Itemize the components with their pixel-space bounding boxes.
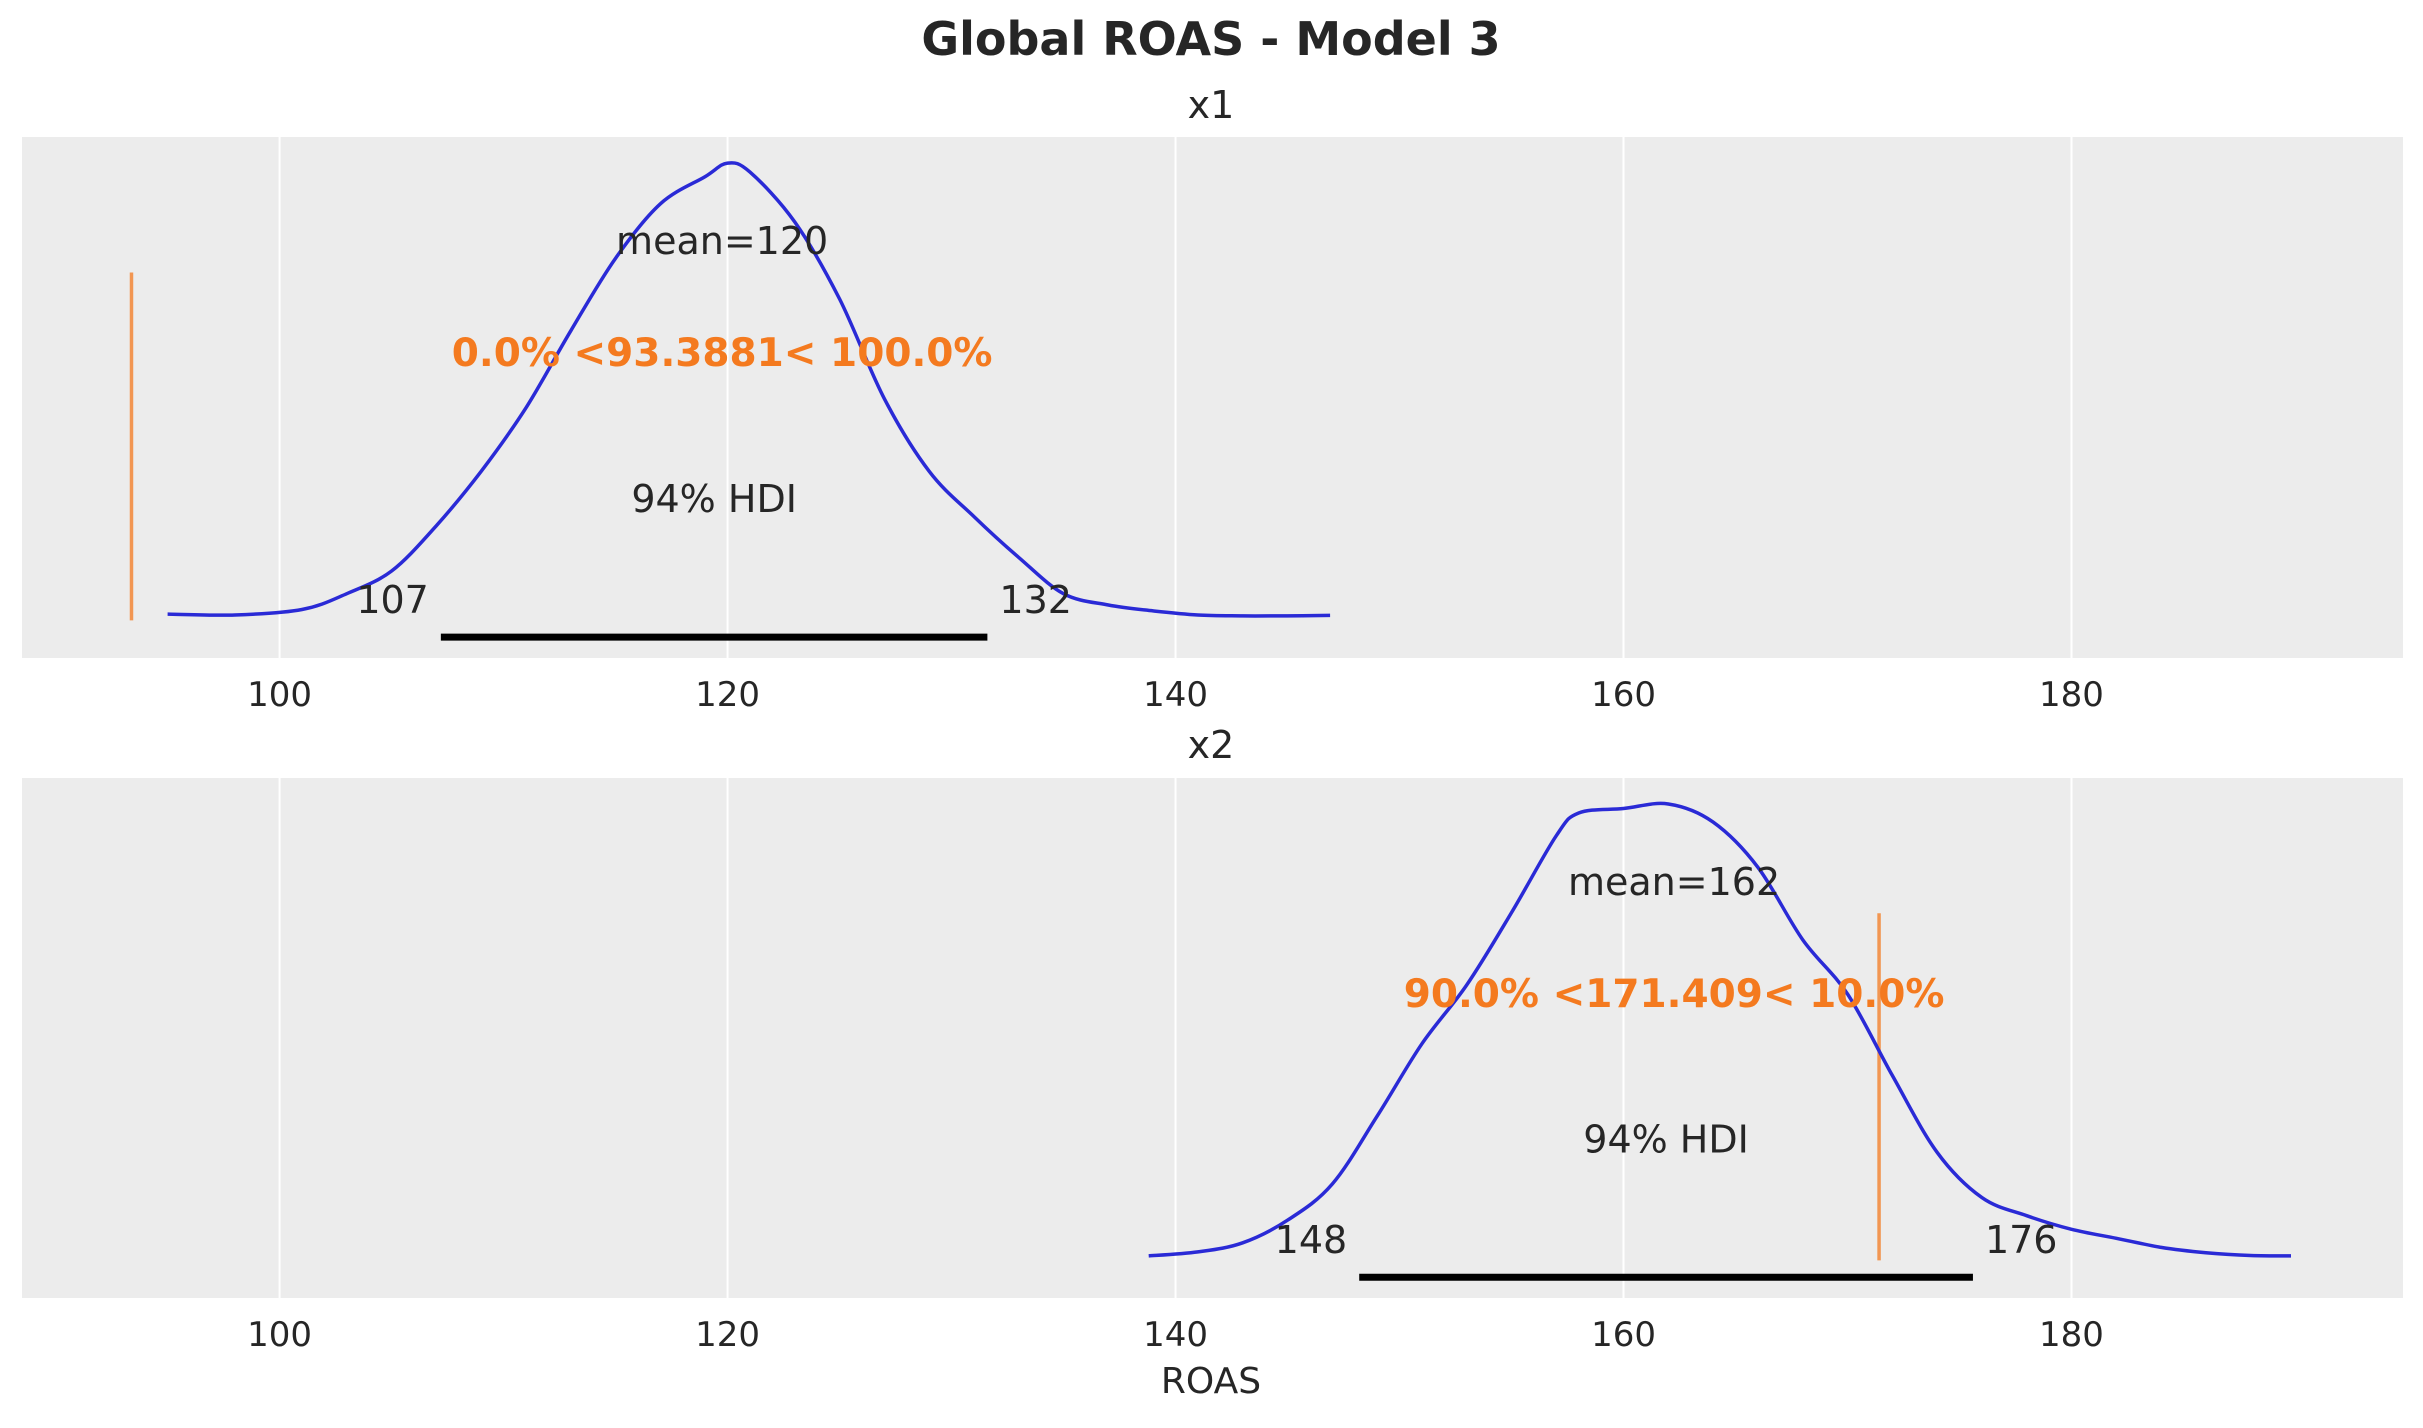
x-tick-label-160: 160 bbox=[1591, 675, 1656, 715]
density-curve-x1 bbox=[167, 161, 1331, 618]
x-tick-label-120: 120 bbox=[695, 1315, 760, 1355]
x-tick-label-140: 140 bbox=[1143, 1315, 1208, 1355]
panel-x2: x2 100 120 140 160 180 148 176 94% HDI 90.0% <17… bbox=[22, 723, 2403, 1355]
x-tick-label-180: 180 bbox=[2039, 1315, 2104, 1355]
x-tick-label-100: 100 bbox=[247, 1315, 312, 1355]
panel-title-x1: x1 bbox=[1188, 83, 1235, 127]
mean-label-x2: mean=162 bbox=[1568, 860, 1780, 904]
figure-title: Global ROAS - Model 3 bbox=[921, 12, 1500, 66]
reference-label-x2: 90.0% <171.409< 10.0% bbox=[1404, 972, 1945, 1017]
x-tick-label-120: 120 bbox=[695, 675, 760, 715]
x-tick-label-160: 160 bbox=[1591, 1315, 1656, 1355]
plot-area-x1 bbox=[22, 137, 2403, 658]
plot-area-x2 bbox=[22, 778, 2403, 1298]
panel-title-x2: x2 bbox=[1188, 723, 1235, 767]
hdi-label-x2: 94% HDI bbox=[1583, 1117, 1749, 1161]
x-axis-label: ROAS bbox=[1161, 1361, 1261, 1402]
x-tick-label-180: 180 bbox=[2039, 675, 2104, 715]
density-curve-x2 bbox=[1148, 801, 2292, 1258]
mean-label-x1: mean=120 bbox=[616, 219, 828, 263]
hdi-high-label-x2: 176 bbox=[1985, 1218, 2058, 1262]
panel-x1: x1 100 120 140 160 180 107 132 94% HDI 0.0% <93.… bbox=[22, 83, 2403, 715]
hdi-high-label-x1: 132 bbox=[999, 578, 1072, 622]
hdi-label-x1: 94% HDI bbox=[631, 477, 797, 521]
hdi-low-label-x2: 148 bbox=[1275, 1218, 1348, 1262]
reference-label-x1: 0.0% <93.3881< 100.0% bbox=[452, 331, 993, 376]
x-tick-label-100: 100 bbox=[247, 675, 312, 715]
x-tick-label-140: 140 bbox=[1143, 675, 1208, 715]
hdi-low-label-x1: 107 bbox=[356, 578, 429, 622]
